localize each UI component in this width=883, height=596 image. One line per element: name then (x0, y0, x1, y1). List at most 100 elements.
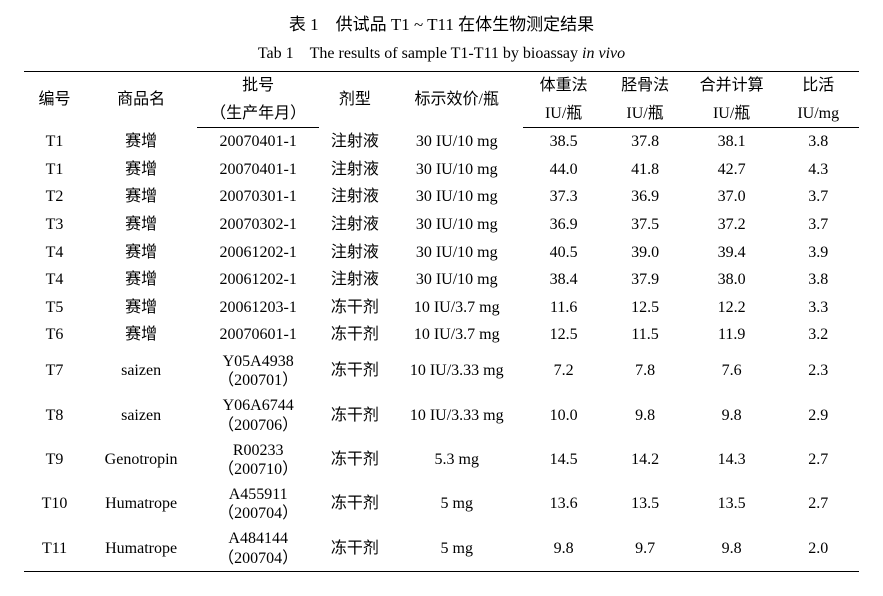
cell-label: 10 IU/3.7 mg (391, 294, 523, 322)
cell-comb: 9.8 (686, 393, 778, 437)
cell-batch: Y05A4938（200701） (197, 349, 319, 393)
cell-spec: 3.7 (777, 183, 859, 211)
table-row: T5赛增20061203-1冻干剂10 IU/3.7 mg11.612.512.… (24, 294, 859, 322)
table-row: T6赛增20070601-1冻干剂10 IU/3.7 mg12.511.511.… (24, 321, 859, 349)
cell-comb: 13.5 (686, 482, 778, 526)
cell-id: T9 (24, 438, 85, 482)
batch-line1: Y06A6744 (199, 396, 317, 415)
cell-spec: 2.7 (777, 438, 859, 482)
th-spec-bot: IU/mg (777, 100, 859, 128)
cell-bw: 38.5 (523, 128, 604, 156)
cell-form: 注射液 (319, 266, 390, 294)
batch-line2: （200704） (199, 504, 317, 523)
th-batch-top: 批号 (197, 72, 319, 100)
bioassay-table: 编号 商品名 批号 剂型 标示效价/瓶 体重法 胫骨法 合并计算 比活 （生产年… (24, 71, 859, 572)
batch-line2: （200704） (199, 549, 317, 568)
cell-label: 30 IU/10 mg (391, 211, 523, 239)
cell-label: 30 IU/10 mg (391, 128, 523, 156)
cell-bw: 7.2 (523, 349, 604, 393)
cell-batch: 20070301-1 (197, 183, 319, 211)
table-row: T3赛增20070302-1注射液30 IU/10 mg36.937.537.2… (24, 211, 859, 239)
cell-id: T2 (24, 183, 85, 211)
cell-form: 注射液 (319, 128, 390, 156)
table-row: T1赛增20070401-1注射液30 IU/10 mg44.041.842.7… (24, 156, 859, 184)
cell-id: T4 (24, 239, 85, 267)
cell-batch: 20061203-1 (197, 294, 319, 322)
cell-tb: 9.8 (604, 393, 685, 437)
cell-id: T3 (24, 211, 85, 239)
cell-id: T5 (24, 294, 85, 322)
cell-spec: 3.8 (777, 266, 859, 294)
th-bw-bot: IU/瓶 (523, 100, 604, 128)
batch-line1: A455911 (199, 485, 317, 504)
batch-line1: Y05A4938 (199, 352, 317, 371)
cell-tb: 41.8 (604, 156, 685, 184)
cell-bw: 11.6 (523, 294, 604, 322)
cell-batch: 20070601-1 (197, 321, 319, 349)
th-bw-top: 体重法 (523, 72, 604, 100)
cell-spec: 3.3 (777, 294, 859, 322)
cell-spec: 2.9 (777, 393, 859, 437)
table-title-en: Tab 1 The results of sample T1-T11 by bi… (24, 39, 859, 63)
th-form: 剂型 (319, 72, 390, 128)
cell-bw: 44.0 (523, 156, 604, 184)
cell-form: 冻干剂 (319, 393, 390, 437)
cell-name: Humatrope (85, 526, 197, 571)
cell-bw: 12.5 (523, 321, 604, 349)
title-en-italic: in vivo (582, 45, 625, 62)
cell-tb: 36.9 (604, 183, 685, 211)
cell-batch: 20070401-1 (197, 156, 319, 184)
cell-form: 冻干剂 (319, 294, 390, 322)
cell-comb: 37.0 (686, 183, 778, 211)
cell-id: T8 (24, 393, 85, 437)
cell-batch: R00233（200710） (197, 438, 319, 482)
cell-label: 30 IU/10 mg (391, 239, 523, 267)
batch-line2: （200701） (199, 371, 317, 390)
cell-comb: 37.2 (686, 211, 778, 239)
cell-label: 5 mg (391, 482, 523, 526)
title-en-prefix: Tab 1 The results of sample T1-T11 by bi… (258, 45, 582, 62)
cell-spec: 4.3 (777, 156, 859, 184)
cell-form: 冻干剂 (319, 349, 390, 393)
table-row: T4赛增20061202-1注射液30 IU/10 mg40.539.039.4… (24, 239, 859, 267)
cell-tb: 9.7 (604, 526, 685, 571)
cell-form: 冻干剂 (319, 482, 390, 526)
th-id: 编号 (24, 72, 85, 128)
cell-batch: A484144（200704） (197, 526, 319, 571)
table-row: T7saizenY05A4938（200701）冻干剂10 IU/3.33 mg… (24, 349, 859, 393)
cell-label: 5.3 mg (391, 438, 523, 482)
cell-name: Humatrope (85, 482, 197, 526)
cell-label: 30 IU/10 mg (391, 266, 523, 294)
th-comb-bot: IU/瓶 (686, 100, 778, 128)
th-tb-top: 胫骨法 (604, 72, 685, 100)
cell-form: 注射液 (319, 156, 390, 184)
th-spec-top: 比活 (777, 72, 859, 100)
cell-form: 冻干剂 (319, 438, 390, 482)
cell-bw: 36.9 (523, 211, 604, 239)
cell-comb: 7.6 (686, 349, 778, 393)
cell-comb: 39.4 (686, 239, 778, 267)
cell-bw: 37.3 (523, 183, 604, 211)
cell-id: T6 (24, 321, 85, 349)
cell-spec: 2.0 (777, 526, 859, 571)
cell-comb: 42.7 (686, 156, 778, 184)
cell-tb: 11.5 (604, 321, 685, 349)
cell-name: 赛增 (85, 239, 197, 267)
th-batch-bot: （生产年月） (197, 100, 319, 128)
cell-form: 注射液 (319, 211, 390, 239)
batch-line2: （200706） (199, 416, 317, 435)
cell-name: 赛增 (85, 211, 197, 239)
cell-comb: 38.1 (686, 128, 778, 156)
cell-id: T7 (24, 349, 85, 393)
cell-bw: 13.6 (523, 482, 604, 526)
cell-label: 10 IU/3.7 mg (391, 321, 523, 349)
cell-label: 10 IU/3.33 mg (391, 349, 523, 393)
cell-spec: 2.7 (777, 482, 859, 526)
cell-batch: A455911（200704） (197, 482, 319, 526)
cell-batch: Y06A6744（200706） (197, 393, 319, 437)
cell-spec: 2.3 (777, 349, 859, 393)
cell-comb: 14.3 (686, 438, 778, 482)
cell-tb: 39.0 (604, 239, 685, 267)
cell-batch: 20061202-1 (197, 266, 319, 294)
cell-comb: 11.9 (686, 321, 778, 349)
